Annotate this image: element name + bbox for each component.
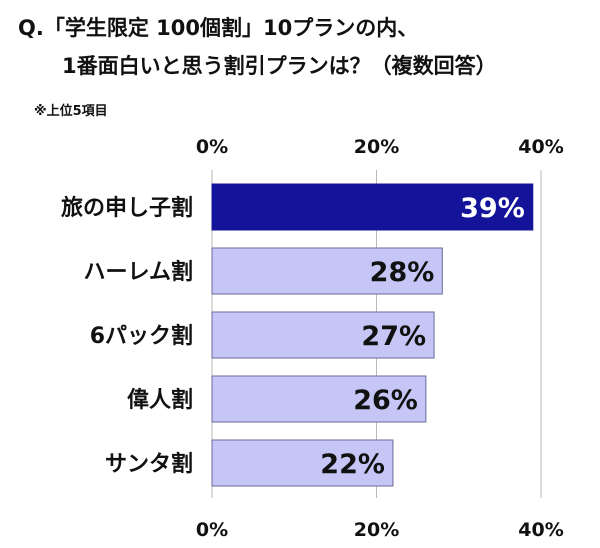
bar — [211, 375, 427, 423]
category-label: ハーレム割 — [83, 259, 193, 285]
data-label: 26% — [353, 385, 418, 416]
bar — [211, 247, 443, 295]
bar — [211, 183, 534, 231]
category-label: 旅の申し子割 — [61, 195, 193, 221]
data-label: 39% — [460, 193, 525, 224]
category-label: サンタ割 — [105, 451, 193, 477]
data-label: 22% — [320, 449, 385, 480]
tick-label-top: 20% — [354, 136, 399, 158]
category-label: 6パック割 — [90, 323, 193, 349]
question-line-2: 1番面白いと思う割引プランは？（複数回答） — [62, 54, 497, 78]
tick-label-top: 40% — [518, 136, 563, 158]
tick-label-bottom: 0% — [196, 519, 228, 541]
category-label: 偉人割 — [127, 387, 193, 413]
tick-label-bottom: 40% — [518, 519, 563, 541]
bar — [211, 311, 435, 359]
question-line-1: Q.「学生限定 100個割」10プランの内、 — [18, 16, 419, 40]
data-label: 28% — [370, 257, 435, 288]
tick-label-bottom: 20% — [354, 519, 399, 541]
top5-note: ※上位5項目 — [34, 104, 108, 119]
bar — [211, 439, 394, 487]
data-label: 27% — [361, 321, 426, 352]
tick-label-top: 0% — [196, 136, 228, 158]
